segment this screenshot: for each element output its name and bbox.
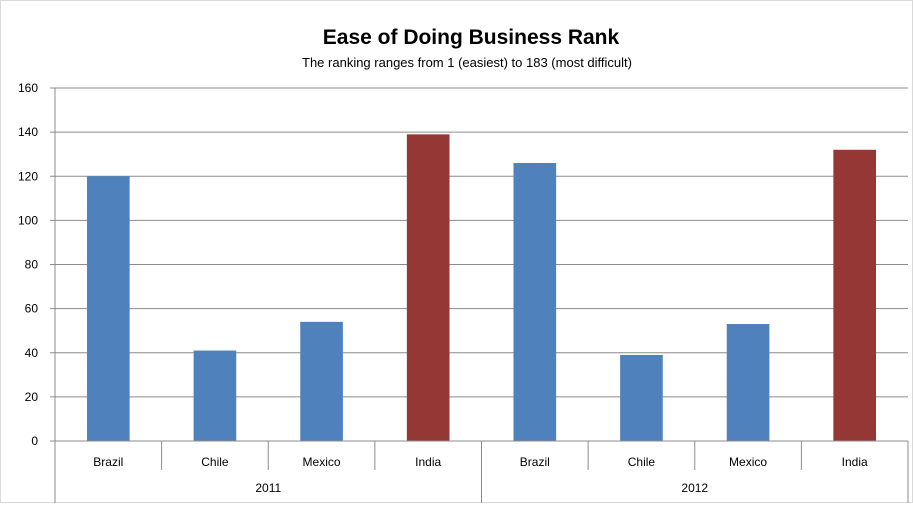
y-tick-label: 100 (18, 213, 38, 227)
x-group-label: 2011 (255, 481, 281, 495)
bars (86, 134, 877, 442)
y-axis-ticks: 0 20 40 60 80 100 120 140 160 (18, 81, 56, 448)
bar (726, 324, 770, 441)
x-group-label: 2012 (681, 481, 708, 495)
x-category-label: Chile (201, 455, 229, 469)
bar (513, 163, 557, 441)
y-tick-label: 160 (18, 81, 38, 95)
y-tick-label: 120 (18, 169, 38, 183)
x-category-label: India (842, 455, 868, 469)
y-tick-label: 140 (18, 125, 38, 139)
chart-title: Ease of Doing Business Rank (323, 26, 620, 49)
x-category-label: India (415, 455, 441, 469)
y-tick-label: 80 (25, 258, 39, 272)
y-tick-label: 40 (25, 346, 39, 360)
bar (620, 354, 663, 441)
bar (86, 176, 130, 441)
bar (300, 321, 343, 441)
bar (833, 149, 877, 441)
y-tick-label: 60 (25, 302, 39, 316)
y-tick-label: 20 (25, 390, 39, 404)
bar (193, 350, 237, 441)
chart-subtitle: The ranking ranges from 1 (easiest) to 1… (302, 55, 632, 70)
x-category-label: Mexico (303, 455, 341, 469)
y-tick-label: 0 (31, 434, 38, 448)
x-category-label: Mexico (729, 455, 767, 469)
x-category-label: Brazil (520, 455, 550, 469)
x-axis: Brazil Chile Mexico India 2011 Brazil Chile Mex… (54, 440, 909, 503)
x-category-label: Brazil (93, 455, 123, 469)
bar (406, 134, 450, 442)
x-category-label: Chile (628, 455, 656, 469)
